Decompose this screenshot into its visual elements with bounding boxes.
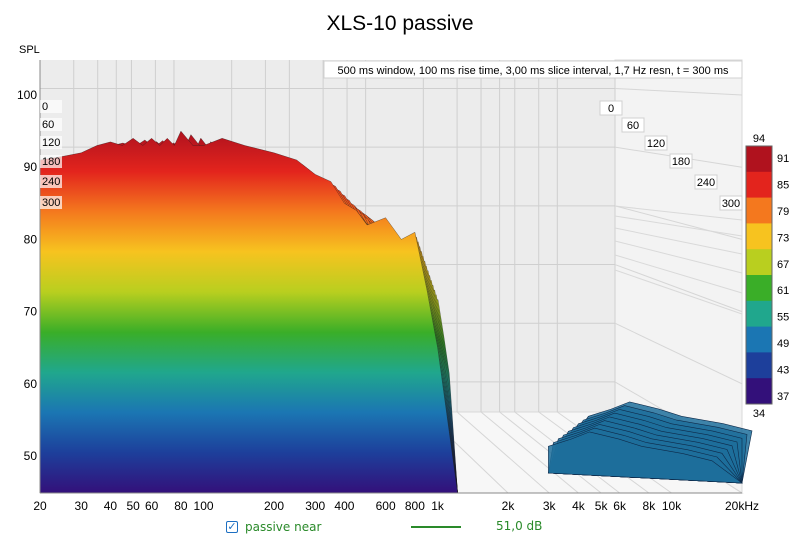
- time-grid-line: [614, 269, 743, 315]
- colorbar-tick-label: 43: [777, 365, 789, 377]
- x-tick-label: 400: [334, 499, 354, 513]
- colorbar-min-label: 34: [753, 408, 765, 420]
- time-tick-left-box: [40, 155, 62, 168]
- series-checkbox[interactable]: ✓: [226, 520, 238, 533]
- legend-series-name: passive near: [245, 520, 322, 534]
- x-tick-label: 20kHz: [725, 499, 759, 513]
- time-grid-line: [614, 227, 743, 255]
- colorbar-tick-label: 91: [777, 153, 789, 165]
- time-tick-left-label: 240: [42, 176, 60, 188]
- time-tick-left-box: [40, 175, 62, 188]
- time-tick-box: [719, 195, 743, 211]
- colorbar-band: [746, 275, 772, 302]
- time-tick-label: 60: [627, 120, 639, 132]
- colorbar-tick-label: 55: [777, 312, 789, 324]
- colorbar-band: [746, 223, 772, 250]
- y-tick-label: 90: [24, 160, 38, 174]
- waterfall-slice: [39, 130, 458, 494]
- y-tick-label: 60: [24, 377, 38, 391]
- time-tick-left-box: [40, 100, 62, 113]
- side-grid-line: [614, 87, 743, 96]
- time-tick-label: 180: [672, 156, 690, 168]
- x-tick-label: 60: [145, 499, 159, 513]
- time-grid-line: [614, 205, 743, 221]
- time-tick-left-box: [40, 196, 62, 209]
- colorbar-band: [746, 197, 772, 224]
- colorbar-band: [746, 146, 772, 173]
- x-tick-label: 300: [305, 499, 325, 513]
- time-tick-label: 0: [608, 103, 614, 115]
- chart-title: XLS-10 passive: [326, 12, 473, 35]
- x-tick-label: 40: [104, 499, 118, 513]
- side-grid-line: [614, 322, 743, 385]
- x-tick-label: 4k: [572, 499, 586, 513]
- time-tick-left-label: 60: [42, 119, 54, 131]
- time-tick-box: [694, 174, 718, 190]
- legend-line-swatch: [411, 526, 461, 528]
- x-tick-label: 80: [174, 499, 188, 513]
- time-tick-box: [644, 135, 668, 151]
- time-grid-line: [614, 254, 743, 294]
- x-tick-label: 20: [33, 499, 47, 513]
- time-tick-left-label: 120: [42, 137, 60, 149]
- side-grid-line: [614, 264, 743, 313]
- colorbar-tick-label: 79: [777, 206, 789, 218]
- time-grid-line: [614, 240, 743, 274]
- x-tick-label: 3k: [543, 499, 557, 513]
- legend: ✓ passive near 51,0 dB: [226, 518, 542, 536]
- y-tick-label: 70: [24, 305, 38, 319]
- x-tick-label: 100: [194, 499, 214, 513]
- x-tick-label: 1k: [431, 499, 445, 513]
- colorbar-tick-label: 37: [777, 391, 789, 403]
- side-grid-line: [614, 205, 743, 240]
- subtitle-box: [323, 60, 743, 79]
- x-tick-label: 200: [264, 499, 284, 513]
- colorbar-max-label: 94: [753, 133, 765, 145]
- time-tick-left-box: [40, 118, 62, 131]
- hf-slice: [548, 431, 743, 484]
- x-tick-label: 2k: [502, 499, 516, 513]
- colorbar-tick-label: 49: [777, 338, 789, 350]
- time-tick-left-box: [40, 136, 62, 149]
- time-tick-box: [621, 117, 645, 133]
- x-tick-label: 800: [405, 499, 425, 513]
- time-tick-label: 120: [647, 138, 665, 150]
- x-tick-label: 8k: [643, 499, 657, 513]
- colorbar-band: [746, 326, 772, 353]
- colorbar-tick-label: 61: [777, 285, 789, 297]
- colorbar-band: [746, 352, 772, 379]
- colorbar-frame: [745, 145, 773, 405]
- x-tick-label: 5k: [595, 499, 609, 513]
- colorbar-band: [746, 171, 772, 199]
- chart-subtitle: 500 ms window, 100 ms rise time, 3,00 ms…: [338, 65, 729, 77]
- time-tick-left-label: 180: [42, 156, 60, 168]
- legend-value: 51,0 dB: [496, 519, 543, 533]
- y-axis-label: SPL: [19, 44, 40, 56]
- time-grid-line: [614, 215, 743, 237]
- x-tick-label: 600: [376, 499, 396, 513]
- time-tick-left-label: 0: [42, 101, 48, 113]
- time-tick-box: [599, 100, 623, 116]
- y-tick-label: 80: [24, 232, 38, 246]
- colorbar-band: [746, 300, 772, 328]
- y-tick-label: 50: [24, 449, 38, 463]
- floor-grid-line: [456, 411, 550, 494]
- colorbar-tick-label: 73: [777, 232, 789, 244]
- x-tick-label: 10k: [662, 499, 682, 513]
- x-tick-label: 50: [126, 499, 140, 513]
- x-tick-label: 30: [75, 499, 89, 513]
- x-tick-label: 6k: [613, 499, 627, 513]
- colorbar-band: [746, 378, 772, 405]
- time-tick-box: [669, 153, 693, 169]
- y-tick-label: 100: [17, 88, 37, 102]
- time-tick-label: 240: [697, 177, 715, 189]
- colorbar-tick-label: 67: [777, 259, 789, 271]
- colorbar-band: [746, 249, 772, 276]
- time-tick-label: 300: [722, 198, 740, 210]
- colorbar-tick-label: 85: [777, 179, 789, 191]
- time-tick-left-label: 300: [42, 197, 60, 209]
- floor-grid-line: [480, 411, 579, 494]
